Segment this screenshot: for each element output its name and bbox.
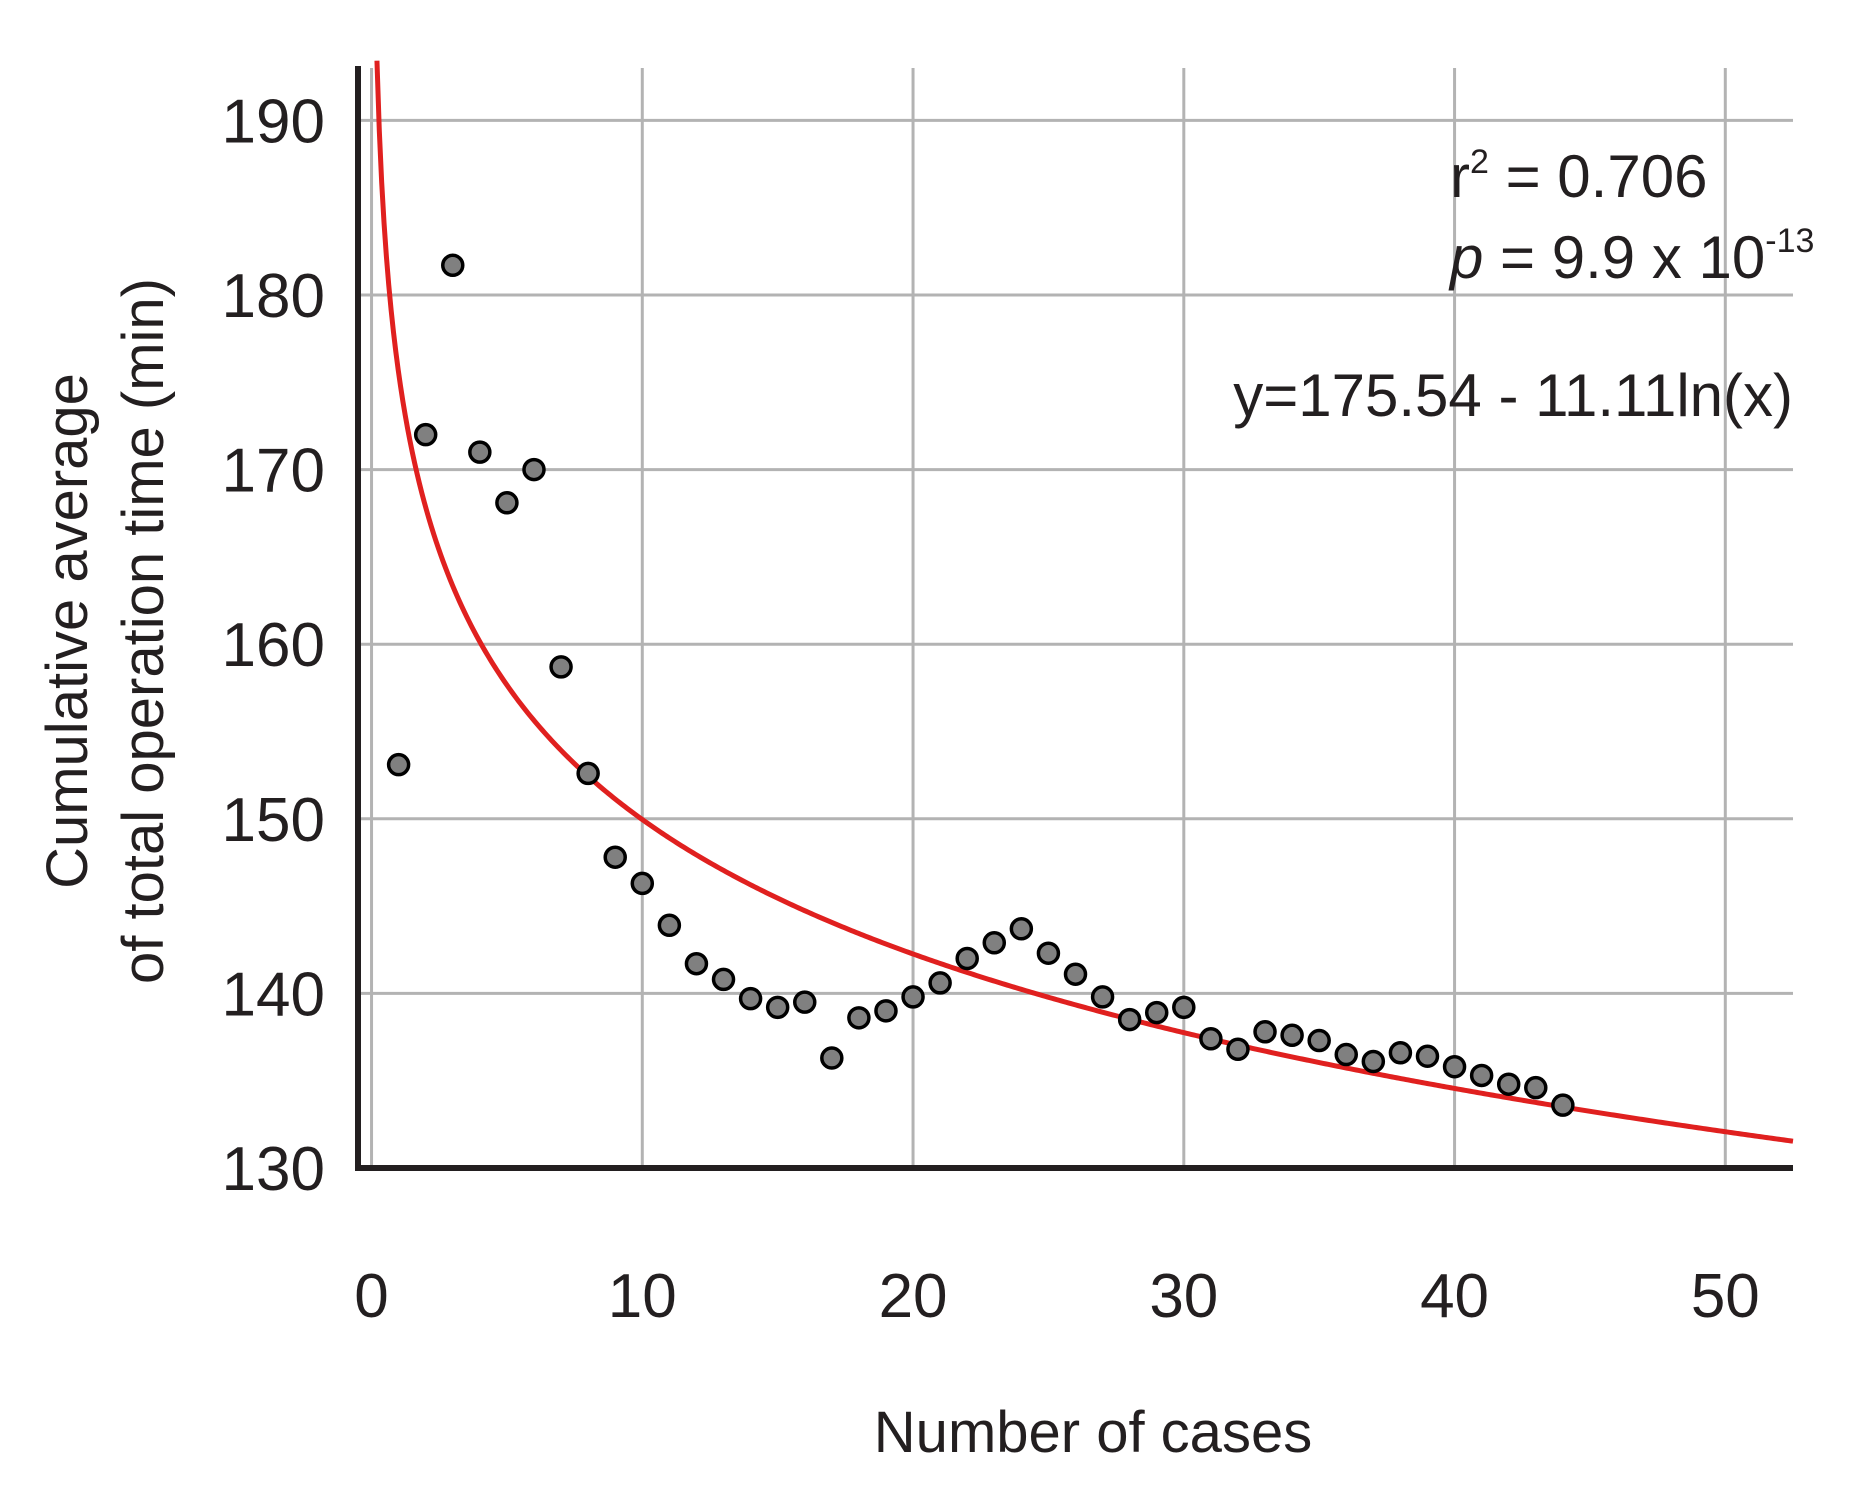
y-axis-title-line1: Cumulative average bbox=[35, 373, 100, 889]
data-point bbox=[765, 995, 790, 1020]
x-tick-label: 50 bbox=[1691, 1262, 1760, 1331]
r2-prefix: r bbox=[1450, 143, 1470, 210]
x-axis-title: Number of cases bbox=[874, 1400, 1312, 1465]
data-point bbox=[468, 440, 492, 464]
data-point bbox=[576, 761, 600, 786]
tick-labels: 0 10 20 30 40 50 130 140 150 160 170 180 190 bbox=[222, 87, 1760, 1331]
data-point bbox=[738, 986, 763, 1011]
y-tick-label: 150 bbox=[222, 786, 325, 855]
data-point bbox=[1280, 1023, 1304, 1048]
data-point bbox=[1199, 1027, 1223, 1051]
data-point bbox=[1551, 1093, 1575, 1117]
data-point bbox=[441, 253, 465, 278]
data-point bbox=[1334, 1042, 1358, 1067]
data-point bbox=[1036, 941, 1061, 965]
data-point bbox=[1469, 1063, 1494, 1088]
r2-value: = 0.706 bbox=[1489, 143, 1708, 210]
stats-annotation: r2 = 0.706 p = 9.9 x 10-13 y=175.54 - 11… bbox=[1233, 143, 1814, 429]
y-tick-label: 190 bbox=[222, 87, 325, 156]
y-axis-title-line2: of total operation time (min) bbox=[111, 278, 176, 984]
data-point bbox=[711, 967, 736, 992]
data-point bbox=[1090, 985, 1115, 1009]
data-point bbox=[1524, 1075, 1548, 1100]
y-axis-title: Cumulative average of total operation ti… bbox=[35, 278, 176, 984]
data-point bbox=[1388, 1041, 1413, 1065]
data-point bbox=[1307, 1028, 1331, 1053]
y-tick-label: 180 bbox=[222, 262, 325, 331]
data-point bbox=[1415, 1044, 1440, 1068]
data-point bbox=[1253, 1020, 1277, 1044]
x-tick-label: 40 bbox=[1420, 1262, 1489, 1331]
fit-equation-annotation: y=175.54 - 11.11ln(x) bbox=[1233, 362, 1793, 429]
data-point bbox=[1442, 1054, 1467, 1079]
data-point bbox=[386, 752, 411, 777]
data-point bbox=[1226, 1037, 1250, 1062]
x-tick-label: 0 bbox=[354, 1262, 388, 1331]
data-point bbox=[1172, 995, 1196, 1020]
p-value: = 9.9 x 10 bbox=[1483, 224, 1765, 291]
x-tick-label: 20 bbox=[879, 1262, 948, 1331]
data-point bbox=[955, 946, 979, 971]
data-point bbox=[495, 491, 519, 515]
data-point bbox=[603, 845, 627, 869]
y-tick-label: 140 bbox=[222, 960, 325, 1029]
axes bbox=[355, 66, 1793, 1171]
data-points bbox=[386, 253, 1575, 1117]
data-point bbox=[657, 913, 682, 938]
x-tick-label: 30 bbox=[1149, 1262, 1218, 1331]
data-point bbox=[982, 931, 1007, 955]
data-point bbox=[1009, 917, 1034, 941]
y-tick-label: 170 bbox=[222, 437, 325, 506]
y-tick-label: 160 bbox=[222, 611, 325, 680]
r2-superscript: 2 bbox=[1470, 143, 1489, 181]
data-point bbox=[847, 1006, 871, 1030]
grid bbox=[358, 68, 1793, 1168]
data-point bbox=[630, 871, 655, 896]
y-tick-label: 130 bbox=[222, 1135, 325, 1204]
data-point bbox=[1144, 1000, 1169, 1025]
data-point bbox=[793, 990, 817, 1014]
data-point bbox=[901, 985, 925, 1009]
data-point bbox=[684, 951, 709, 976]
r-squared-annotation: r2 = 0.706 bbox=[1450, 143, 1707, 210]
p-value-annotation: p = 9.9 x 10-13 bbox=[1448, 222, 1814, 291]
data-point bbox=[928, 971, 952, 995]
data-point bbox=[1117, 1007, 1142, 1032]
data-point bbox=[1496, 1072, 1521, 1096]
data-point bbox=[874, 999, 898, 1023]
data-point bbox=[549, 655, 573, 679]
data-point bbox=[413, 422, 438, 447]
x-tick-label: 10 bbox=[608, 1262, 677, 1331]
data-point bbox=[1361, 1049, 1386, 1074]
data-point bbox=[522, 457, 546, 482]
p-variable: p bbox=[1448, 224, 1483, 291]
data-point bbox=[1063, 962, 1088, 986]
p-exponent: -13 bbox=[1765, 222, 1814, 260]
data-point bbox=[820, 1046, 844, 1070]
